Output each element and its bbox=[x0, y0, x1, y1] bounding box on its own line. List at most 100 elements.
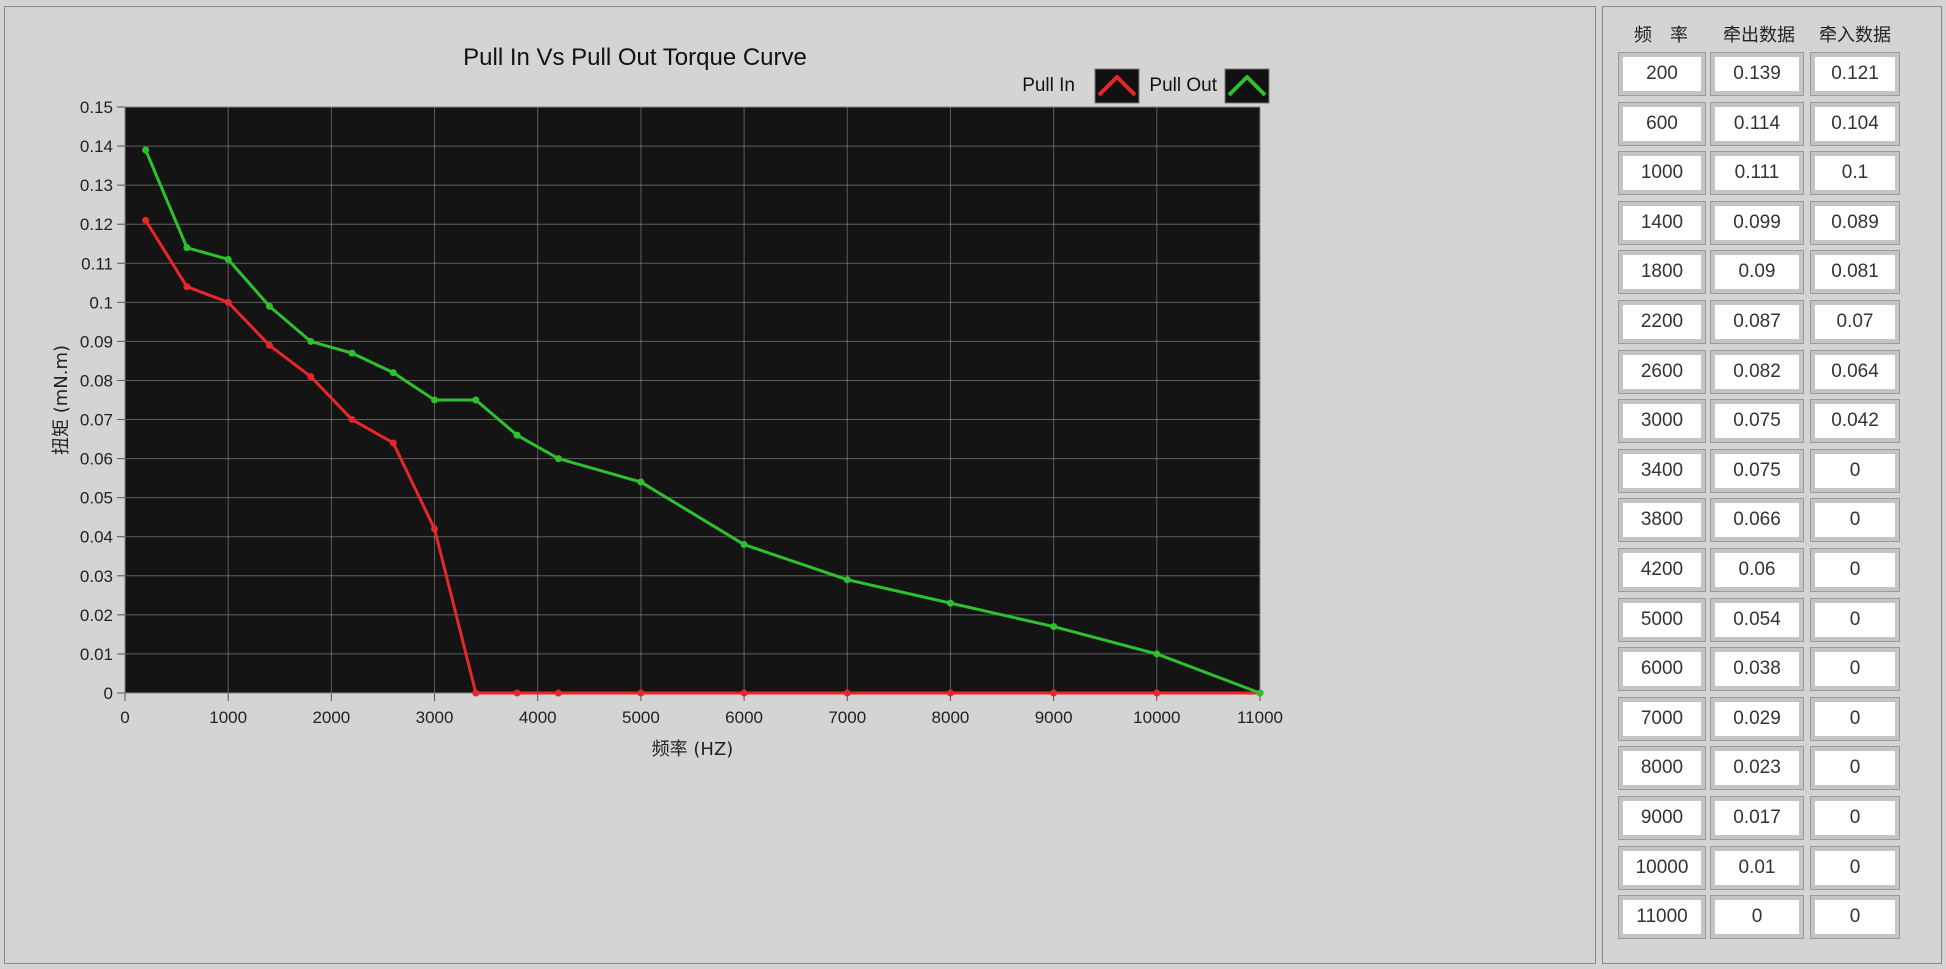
table-cell[interactable]: 0 bbox=[1815, 851, 1895, 885]
table-cell[interactable]: 0.082 bbox=[1715, 355, 1799, 389]
table-cell[interactable]: 5000 bbox=[1623, 603, 1701, 637]
table-cell[interactable]: 0 bbox=[1815, 454, 1895, 488]
table-cell[interactable]: 0 bbox=[1815, 702, 1895, 736]
table-cell[interactable]: 0.064 bbox=[1815, 355, 1895, 389]
table-cell[interactable]: 0 bbox=[1815, 801, 1895, 835]
table-cell[interactable]: 9000 bbox=[1623, 801, 1701, 835]
table-cell[interactable]: 3800 bbox=[1623, 503, 1701, 537]
table-cell[interactable]: 0.114 bbox=[1715, 107, 1799, 141]
table-cell[interactable]: 10000 bbox=[1623, 851, 1701, 885]
table-cell[interactable]: 0.121 bbox=[1815, 57, 1895, 91]
data-point bbox=[389, 369, 397, 377]
y-tick-label: 0.1 bbox=[89, 293, 113, 312]
x-axis-label: 频率 (HZ) bbox=[652, 739, 734, 760]
table-cell[interactable]: 3400 bbox=[1623, 454, 1701, 488]
table-cell[interactable]: 0.038 bbox=[1715, 652, 1799, 686]
data-point bbox=[224, 255, 232, 263]
data-point bbox=[946, 599, 954, 607]
legend-swatch-line bbox=[1227, 75, 1267, 97]
legend-swatch-line bbox=[1097, 75, 1137, 97]
table-cell[interactable]: 0.054 bbox=[1715, 603, 1799, 637]
table-cell[interactable]: 0.066 bbox=[1715, 503, 1799, 537]
table-cell[interactable]: 0.023 bbox=[1715, 751, 1799, 785]
x-tick-label: 1000 bbox=[209, 708, 247, 727]
data-point bbox=[472, 689, 480, 697]
table-cell[interactable]: 0 bbox=[1815, 751, 1895, 785]
table-cell[interactable]: 0.111 bbox=[1715, 156, 1799, 190]
table-cell[interactable]: 0 bbox=[1815, 503, 1895, 537]
x-tick-label: 10000 bbox=[1133, 708, 1180, 727]
table-cell[interactable]: 8000 bbox=[1623, 751, 1701, 785]
x-tick-label: 9000 bbox=[1035, 708, 1073, 727]
x-tick-label: 2000 bbox=[312, 708, 350, 727]
table-cell[interactable]: 1000 bbox=[1623, 156, 1701, 190]
table-cell[interactable]: 0.042 bbox=[1815, 404, 1895, 438]
data-point bbox=[637, 689, 645, 697]
table-cell[interactable]: 0.01 bbox=[1715, 851, 1799, 885]
data-point bbox=[554, 689, 562, 697]
x-tick-label: 3000 bbox=[416, 708, 454, 727]
y-tick-label: 0.04 bbox=[80, 528, 113, 547]
table-cell[interactable]: 0.06 bbox=[1715, 553, 1799, 587]
data-point bbox=[946, 689, 954, 697]
table-cell[interactable]: 600 bbox=[1623, 107, 1701, 141]
y-tick-label: 0.01 bbox=[80, 645, 113, 664]
y-tick-label: 0.02 bbox=[80, 606, 113, 625]
table-cell[interactable]: 0 bbox=[1815, 553, 1895, 587]
legend-swatch bbox=[1094, 68, 1140, 104]
table-cell[interactable]: 6000 bbox=[1623, 652, 1701, 686]
data-point bbox=[1153, 689, 1161, 697]
table-cell[interactable]: 0.081 bbox=[1815, 255, 1895, 289]
table-cell[interactable]: 2200 bbox=[1623, 305, 1701, 339]
table-cell[interactable]: 200 bbox=[1623, 57, 1701, 91]
table-cell[interactable]: 0 bbox=[1815, 652, 1895, 686]
table-header: 牵入数据 bbox=[1819, 25, 1891, 46]
y-tick-label: 0.08 bbox=[80, 371, 113, 390]
y-tick-label: 0.06 bbox=[80, 450, 113, 469]
table-cell[interactable]: 0.139 bbox=[1715, 57, 1799, 91]
table-cell[interactable]: 0.017 bbox=[1715, 801, 1799, 835]
table-cell[interactable]: 0.09 bbox=[1715, 255, 1799, 289]
y-tick-label: 0.03 bbox=[80, 567, 113, 586]
table-cell[interactable]: 0.075 bbox=[1715, 404, 1799, 438]
y-tick-label: 0.07 bbox=[80, 411, 113, 430]
table-cell[interactable]: 3000 bbox=[1623, 404, 1701, 438]
y-axis-label: 扭矩 (mN.m) bbox=[51, 345, 72, 455]
torque-curve-chart: 0 0.01 0.02 0.03 0.04 0.05 0.06 0.07 0.08 0.09 0.1… bbox=[51, 44, 1283, 760]
table-cell[interactable]: 1400 bbox=[1623, 206, 1701, 240]
table-cell[interactable]: 11000 bbox=[1623, 900, 1701, 934]
table-cell[interactable]: 7000 bbox=[1623, 702, 1701, 736]
table-cell[interactable]: 0 bbox=[1715, 900, 1799, 934]
data-point bbox=[513, 431, 521, 439]
data-point bbox=[513, 689, 521, 697]
y-tick-label: 0.09 bbox=[80, 332, 113, 351]
table-cell[interactable]: 0.029 bbox=[1715, 702, 1799, 736]
table-cell[interactable]: 0.075 bbox=[1715, 454, 1799, 488]
x-tick-label: 4000 bbox=[519, 708, 557, 727]
table-cell[interactable]: 0 bbox=[1815, 900, 1895, 934]
table-cell[interactable]: 2600 bbox=[1623, 355, 1701, 389]
x-tick-label: 5000 bbox=[622, 708, 660, 727]
data-point bbox=[307, 337, 315, 345]
y-tick-label: 0.12 bbox=[80, 215, 113, 234]
table-cell[interactable]: 0.099 bbox=[1715, 206, 1799, 240]
data-point bbox=[265, 341, 273, 349]
table-cell[interactable]: 0.104 bbox=[1815, 107, 1895, 141]
data-point bbox=[637, 478, 645, 486]
table-cell[interactable]: 0.087 bbox=[1715, 305, 1799, 339]
y-tick-label: 0.14 bbox=[80, 137, 113, 156]
data-point bbox=[265, 302, 273, 310]
table-cell[interactable]: 0.089 bbox=[1815, 206, 1895, 240]
data-point bbox=[183, 244, 191, 252]
data-point bbox=[740, 541, 748, 549]
table-cell[interactable]: 4200 bbox=[1623, 553, 1701, 587]
data-point bbox=[224, 298, 232, 306]
table-cell[interactable]: 0 bbox=[1815, 603, 1895, 637]
table-cell[interactable]: 0.07 bbox=[1815, 305, 1895, 339]
table-cell[interactable]: 0.1 bbox=[1815, 156, 1895, 190]
table-cell[interactable]: 1800 bbox=[1623, 255, 1701, 289]
x-tick-label: 7000 bbox=[828, 708, 866, 727]
data-point bbox=[431, 396, 439, 404]
data-point bbox=[843, 576, 851, 584]
x-tick-label: 11000 bbox=[1237, 708, 1283, 727]
